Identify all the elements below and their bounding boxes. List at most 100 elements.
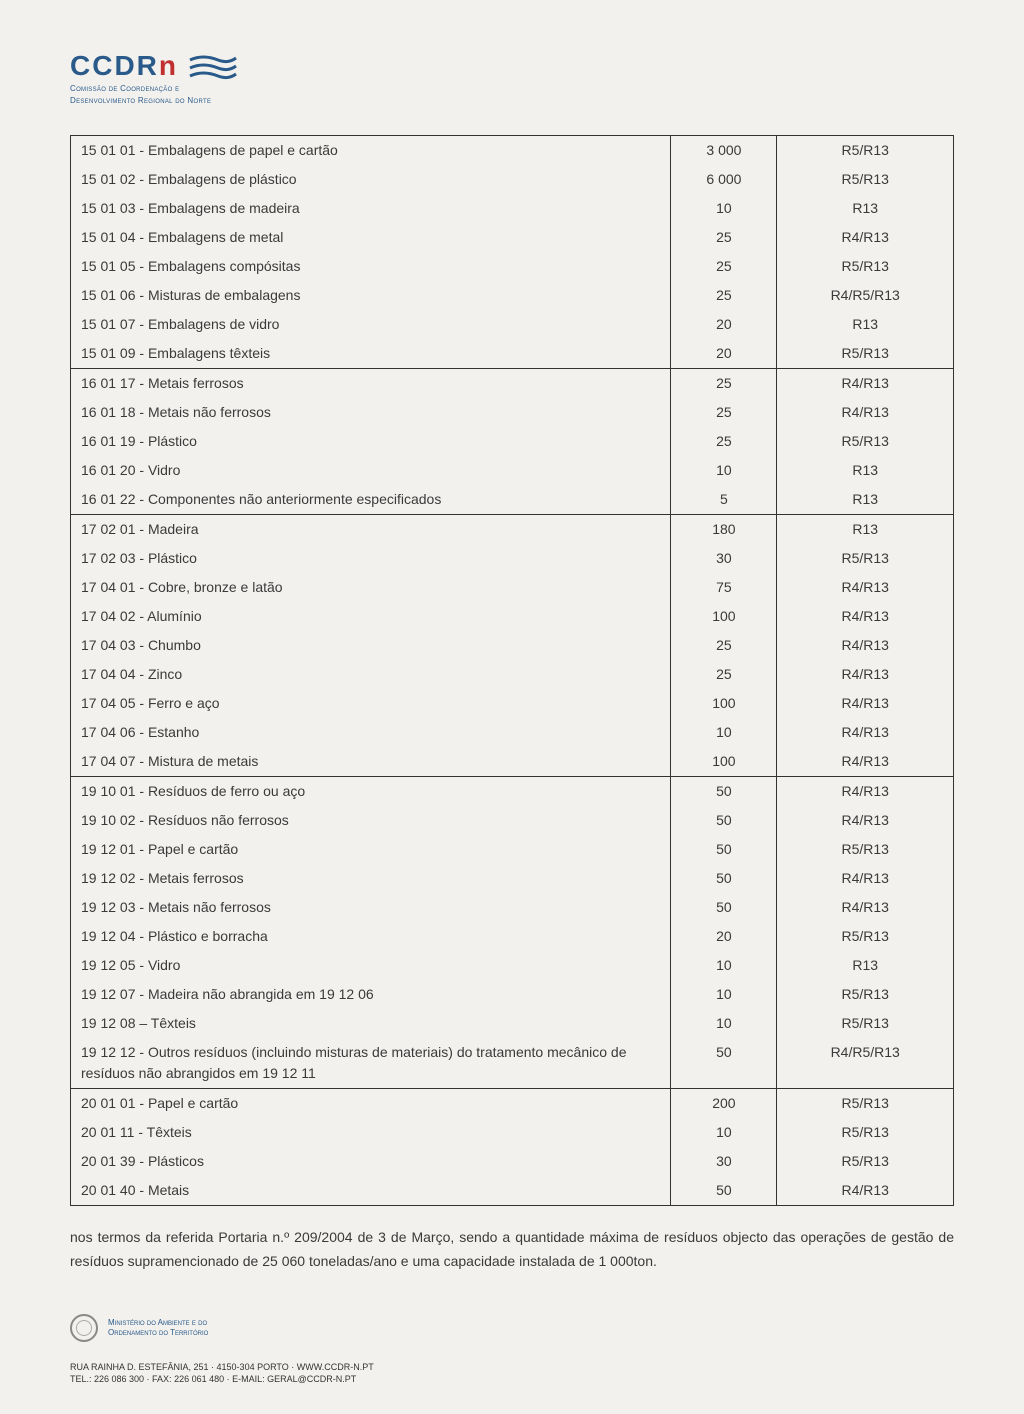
table-row: 20 01 11 - Têxteis10R5/R13 xyxy=(71,1118,954,1147)
table-row: 15 01 07 - Embalagens de vidro20R13 xyxy=(71,310,954,339)
cell-description: 17 04 06 - Estanho xyxy=(71,718,671,747)
cell-code: R5/R13 xyxy=(777,1009,954,1038)
cell-code: R4/R13 xyxy=(777,223,954,252)
table-row: 19 12 08 – Têxteis10R5/R13 xyxy=(71,1009,954,1038)
logo-swirl-icon xyxy=(188,52,238,80)
cell-value: 50 xyxy=(671,806,777,835)
table-row: 15 01 01 - Embalagens de papel e cartão3… xyxy=(71,136,954,166)
cell-value: 20 xyxy=(671,310,777,339)
table-row: 17 04 03 - Chumbo25R4/R13 xyxy=(71,631,954,660)
cell-value: 25 xyxy=(671,427,777,456)
cell-code: R5/R13 xyxy=(777,427,954,456)
cell-value: 5 xyxy=(671,485,777,515)
cell-code: R4/R13 xyxy=(777,893,954,922)
cell-description: 19 12 02 - Metais ferrosos xyxy=(71,864,671,893)
cell-code: R4/R13 xyxy=(777,806,954,835)
cell-code: R13 xyxy=(777,485,954,515)
cell-code: R5/R13 xyxy=(777,136,954,166)
cell-value: 100 xyxy=(671,689,777,718)
cell-value: 25 xyxy=(671,631,777,660)
cell-description: 17 04 07 - Mistura de metais xyxy=(71,747,671,777)
cell-value: 10 xyxy=(671,194,777,223)
table-row: 16 01 19 - Plástico25R5/R13 xyxy=(71,427,954,456)
cell-description: 19 12 12 - Outros resíduos (incluindo mi… xyxy=(71,1038,671,1089)
table-row: 17 04 01 - Cobre, bronze e latão75R4/R13 xyxy=(71,573,954,602)
cell-value: 30 xyxy=(671,544,777,573)
table-row: 17 04 04 - Zinco25R4/R13 xyxy=(71,660,954,689)
cell-code: R4/R13 xyxy=(777,718,954,747)
cell-value: 10 xyxy=(671,1118,777,1147)
table-row: 15 01 06 - Misturas de embalagens25R4/R5… xyxy=(71,281,954,310)
cell-description: 20 01 40 - Metais xyxy=(71,1176,671,1206)
cell-value: 25 xyxy=(671,398,777,427)
cell-description: 17 02 03 - Plástico xyxy=(71,544,671,573)
table-row: 19 12 03 - Metais não ferrosos50R4/R13 xyxy=(71,893,954,922)
cell-description: 19 10 01 - Resíduos de ferro ou aço xyxy=(71,777,671,807)
cell-description: 15 01 09 - Embalagens têxteis xyxy=(71,339,671,369)
cell-value: 50 xyxy=(671,893,777,922)
table-row: 19 12 01 - Papel e cartão50R5/R13 xyxy=(71,835,954,864)
cell-description: 17 04 01 - Cobre, bronze e latão xyxy=(71,573,671,602)
table-row: 19 12 07 - Madeira não abrangida em 19 1… xyxy=(71,980,954,1009)
logo-suffix: n xyxy=(159,50,178,81)
cell-code: R4/R13 xyxy=(777,398,954,427)
cell-code: R5/R13 xyxy=(777,1118,954,1147)
logo-subtitle-1: Comissão de Coordenação e xyxy=(70,84,954,94)
cell-description: 15 01 04 - Embalagens de metal xyxy=(71,223,671,252)
table-row: 15 01 05 - Embalagens compósitas25R5/R13 xyxy=(71,252,954,281)
cell-value: 10 xyxy=(671,456,777,485)
table-row: 19 12 12 - Outros resíduos (incluindo mi… xyxy=(71,1038,954,1089)
cell-code: R13 xyxy=(777,310,954,339)
cell-value: 25 xyxy=(671,281,777,310)
cell-value: 10 xyxy=(671,718,777,747)
cell-value: 50 xyxy=(671,1176,777,1206)
cell-code: R13 xyxy=(777,951,954,980)
ministry-line-2: Ordenamento do Território xyxy=(108,1328,208,1338)
cell-value: 25 xyxy=(671,369,777,399)
table-row: 15 01 03 - Embalagens de madeira10R13 xyxy=(71,194,954,223)
cell-description: 15 01 01 - Embalagens de papel e cartão xyxy=(71,136,671,166)
cell-value: 50 xyxy=(671,1038,777,1089)
cell-description: 19 12 07 - Madeira não abrangida em 19 1… xyxy=(71,980,671,1009)
cell-code: R5/R13 xyxy=(777,1089,954,1119)
cell-value: 50 xyxy=(671,864,777,893)
cell-value: 3 000 xyxy=(671,136,777,166)
cell-value: 30 xyxy=(671,1147,777,1176)
cell-description: 17 04 03 - Chumbo xyxy=(71,631,671,660)
table-row: 17 02 03 - Plástico30R5/R13 xyxy=(71,544,954,573)
cell-code: R13 xyxy=(777,515,954,545)
cell-value: 25 xyxy=(671,660,777,689)
logo-text: CCDRn xyxy=(70,50,178,82)
cell-description: 16 01 22 - Componentes não anteriormente… xyxy=(71,485,671,515)
table-row: 16 01 20 - Vidro10R13 xyxy=(71,456,954,485)
cell-description: 19 10 02 - Resíduos não ferrosos xyxy=(71,806,671,835)
table-row: 15 01 09 - Embalagens têxteis20R5/R13 xyxy=(71,339,954,369)
table-row: 19 10 01 - Resíduos de ferro ou aço50R4/… xyxy=(71,777,954,807)
page-footer: Ministério do Ambiente e do Ordenamento … xyxy=(70,1314,954,1384)
cell-value: 20 xyxy=(671,339,777,369)
cell-value: 180 xyxy=(671,515,777,545)
table-row: 17 02 01 - Madeira180R13 xyxy=(71,515,954,545)
cell-value: 25 xyxy=(671,223,777,252)
cell-description: 17 02 01 - Madeira xyxy=(71,515,671,545)
cell-value: 25 xyxy=(671,252,777,281)
logo-block: CCDRn Comissão de Coordenação e Desenvol… xyxy=(70,50,954,105)
cell-description: 16 01 20 - Vidro xyxy=(71,456,671,485)
cell-code: R5/R13 xyxy=(777,165,954,194)
logo-subtitle-2: Desenvolvimento Regional do Norte xyxy=(70,96,954,106)
cell-description: 19 12 04 - Plástico e borracha xyxy=(71,922,671,951)
cell-code: R13 xyxy=(777,456,954,485)
footer-contact: TEL.: 226 086 300 · FAX: 226 061 480 · E… xyxy=(70,1374,954,1384)
table-row: 17 04 02 - Alumínio100R4/R13 xyxy=(71,602,954,631)
cell-code: R4/R13 xyxy=(777,660,954,689)
cell-value: 10 xyxy=(671,1009,777,1038)
cell-value: 50 xyxy=(671,777,777,807)
cell-code: R4/R13 xyxy=(777,369,954,399)
cell-description: 17 04 04 - Zinco xyxy=(71,660,671,689)
table-row: 19 12 02 - Metais ferrosos50R4/R13 xyxy=(71,864,954,893)
cell-code: R4/R13 xyxy=(777,573,954,602)
cell-code: R5/R13 xyxy=(777,980,954,1009)
table-row: 20 01 40 - Metais50R4/R13 xyxy=(71,1176,954,1206)
table-row: 20 01 39 - Plásticos30R5/R13 xyxy=(71,1147,954,1176)
table-row: 19 12 04 - Plástico e borracha20R5/R13 xyxy=(71,922,954,951)
